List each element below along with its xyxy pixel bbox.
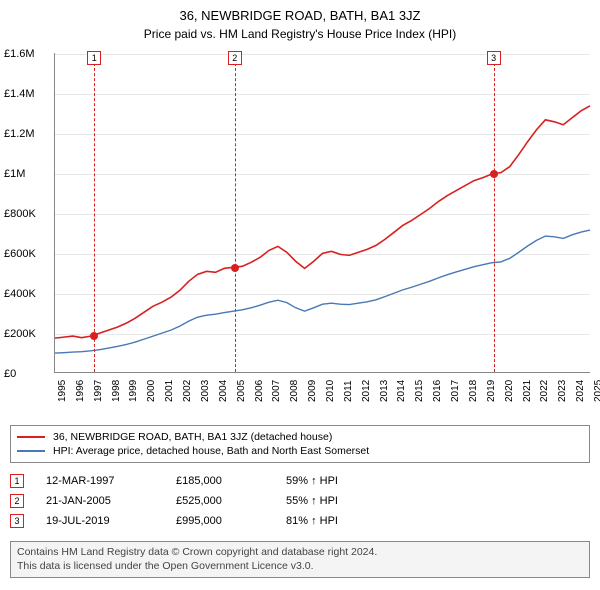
legend-swatch [17,450,45,452]
sale-row: 1 12-MAR-1997£185,00059% ↑ HPI [10,471,590,491]
sale-marker-line [494,53,495,372]
sale-hpi: 81% ↑ HPI [286,515,406,527]
y-tick-label: £0 [4,368,16,380]
x-tick-label: 2024 [575,380,586,402]
x-tick-label: 2010 [325,380,336,402]
x-tick-label: 2008 [289,380,300,402]
sale-date: 21-JAN-2005 [46,495,176,507]
sale-row-marker: 2 [10,494,24,508]
x-tick-label: 2002 [182,380,193,402]
x-tick-label: 2000 [146,380,157,402]
x-tick-label: 1999 [128,380,139,402]
y-tick-label: £600K [4,248,36,260]
x-tick-label: 2023 [557,380,568,402]
x-tick-label: 1995 [57,380,68,402]
y-tick-label: £1M [4,168,25,180]
x-tick-label: 2006 [254,380,265,402]
x-tick-label: 2017 [450,380,461,402]
legend-label: HPI: Average price, detached house, Bath… [53,445,369,457]
x-tick-label: 2022 [539,380,550,402]
sale-date: 19-JUL-2019 [46,515,176,527]
y-tick-label: £800K [4,208,36,220]
footer-line-2: This data is licensed under the Open Gov… [17,560,583,574]
y-tick-label: £1.4M [4,88,35,100]
x-tick-label: 2004 [218,380,229,402]
x-tick-label: 2015 [414,380,425,402]
x-tick-label: 2019 [486,380,497,402]
sale-price: £185,000 [176,475,286,487]
sale-marker-line [94,53,95,372]
legend-swatch [17,436,45,438]
chart-subtitle: Price paid vs. HM Land Registry's House … [0,23,600,41]
sale-date: 12-MAR-1997 [46,475,176,487]
x-tick-label: 2013 [379,380,390,402]
x-tick-label: 2012 [361,380,372,402]
series-property [55,106,590,338]
sale-marker-line [235,53,236,372]
x-tick-label: 2018 [468,380,479,402]
chart-container: 36, NEWBRIDGE ROAD, BATH, BA1 3JZ Price … [0,0,600,590]
x-tick-label: 1997 [93,380,104,402]
sale-dot [90,332,98,340]
x-tick-label: 1998 [111,380,122,402]
sale-marker-box: 3 [487,51,501,65]
sale-row-marker: 3 [10,514,24,528]
y-tick-label: £1.2M [4,128,35,140]
sale-dot [231,264,239,272]
sale-price: £525,000 [176,495,286,507]
sale-row: 3 19-JUL-2019£995,00081% ↑ HPI [10,511,590,531]
line-series-svg [55,53,590,372]
x-tick-label: 2007 [271,380,282,402]
x-tick-label: 2009 [307,380,318,402]
legend: 36, NEWBRIDGE ROAD, BATH, BA1 3JZ (detac… [10,425,590,463]
legend-label: 36, NEWBRIDGE ROAD, BATH, BA1 3JZ (detac… [53,431,332,443]
chart-title: 36, NEWBRIDGE ROAD, BATH, BA1 3JZ [0,0,600,23]
sales-table: 1 12-MAR-1997£185,00059% ↑ HPI 2 21-JAN-200… [10,471,590,531]
legend-item: 36, NEWBRIDGE ROAD, BATH, BA1 3JZ (detac… [17,430,583,444]
x-tick-label: 2011 [343,380,354,402]
footer-line-1: Contains HM Land Registry data © Crown c… [17,546,583,560]
x-tick-label: 2001 [164,380,175,402]
x-tick-label: 2020 [504,380,515,402]
sale-row-marker: 1 [10,474,24,488]
sale-marker-box: 2 [228,51,242,65]
sale-row: 2 21-JAN-2005£525,00055% ↑ HPI [10,491,590,511]
legend-item: HPI: Average price, detached house, Bath… [17,444,583,458]
x-tick-label: 2003 [200,380,211,402]
y-tick-label: £1.6M [4,48,35,60]
sale-dot [490,170,498,178]
y-tick-label: £200K [4,328,36,340]
x-tick-label: 1996 [75,380,86,402]
y-tick-label: £400K [4,288,36,300]
x-tick-label: 2021 [522,380,533,402]
sale-marker-box: 1 [87,51,101,65]
x-tick-label: 2016 [432,380,443,402]
chart-plot-area: 1 2 3 [54,53,590,373]
footer-attribution: Contains HM Land Registry data © Crown c… [10,541,590,578]
x-tick-label: 2025 [593,380,600,402]
series-hpi [55,230,590,353]
sale-hpi: 59% ↑ HPI [286,475,406,487]
x-tick-label: 2005 [236,380,247,402]
sale-price: £995,000 [176,515,286,527]
sale-hpi: 55% ↑ HPI [286,495,406,507]
x-tick-label: 2014 [396,380,407,402]
